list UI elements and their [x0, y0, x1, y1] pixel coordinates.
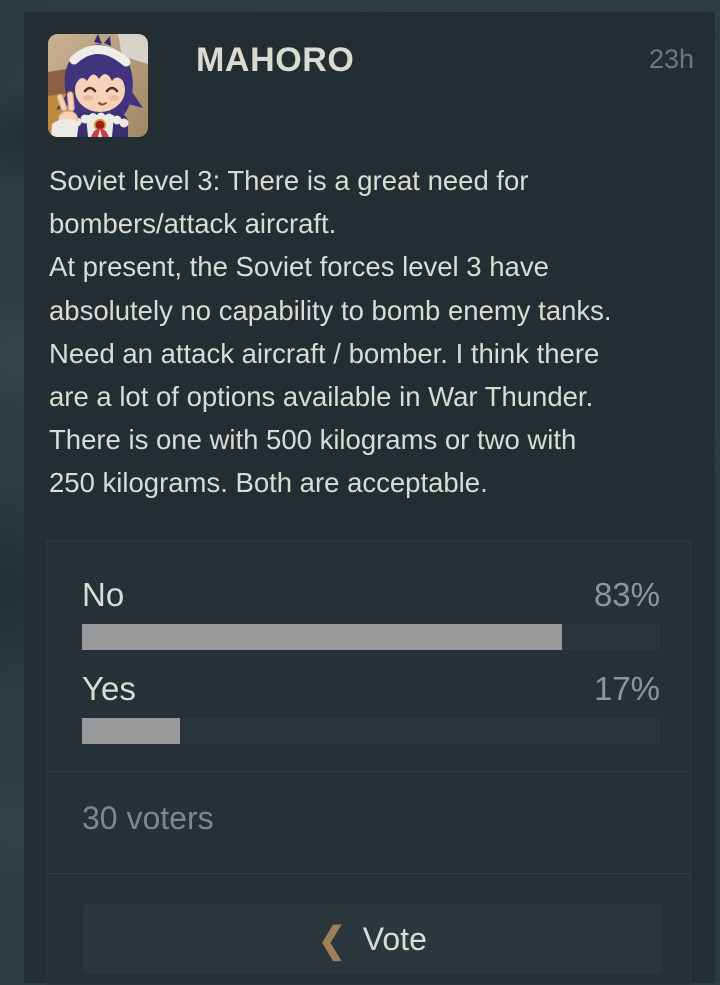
- vote-button-label: Vote: [362, 921, 427, 957]
- poll-option-percent: 17%: [593, 670, 660, 707]
- poll-option-no: No 83%: [82, 571, 660, 619]
- divider: [47, 873, 690, 874]
- poll-panel: No 83% Yes 17% 30 voters ❮ Vote: [46, 540, 691, 985]
- chevron-left-icon: ❮: [318, 919, 346, 959]
- anime-avatar-image: [48, 34, 148, 137]
- poll-bar-no: [82, 624, 660, 650]
- poll-bar-yes: [82, 718, 660, 744]
- post-card: MAHORO 23h Soviet level 3: There is a gr…: [24, 12, 715, 985]
- divider: [47, 771, 690, 772]
- username[interactable]: MAHORO: [196, 41, 355, 79]
- poll-option-label: Yes: [82, 670, 136, 707]
- voters-count: 30 voters: [82, 800, 214, 836]
- post-timestamp: 23h: [648, 44, 694, 74]
- poll-option-label: No: [82, 576, 125, 613]
- post-body-text: Soviet level 3: There is a great need fo…: [49, 165, 612, 499]
- avatar[interactable]: [48, 34, 148, 137]
- poll-bar-fill-yes: [82, 718, 181, 744]
- poll-option-percent: 83%: [593, 576, 660, 613]
- poll-bar-fill-no: [82, 624, 562, 650]
- vote-button[interactable]: ❮ Vote: [83, 904, 662, 974]
- poll-option-yes: Yes 17%: [82, 665, 660, 713]
